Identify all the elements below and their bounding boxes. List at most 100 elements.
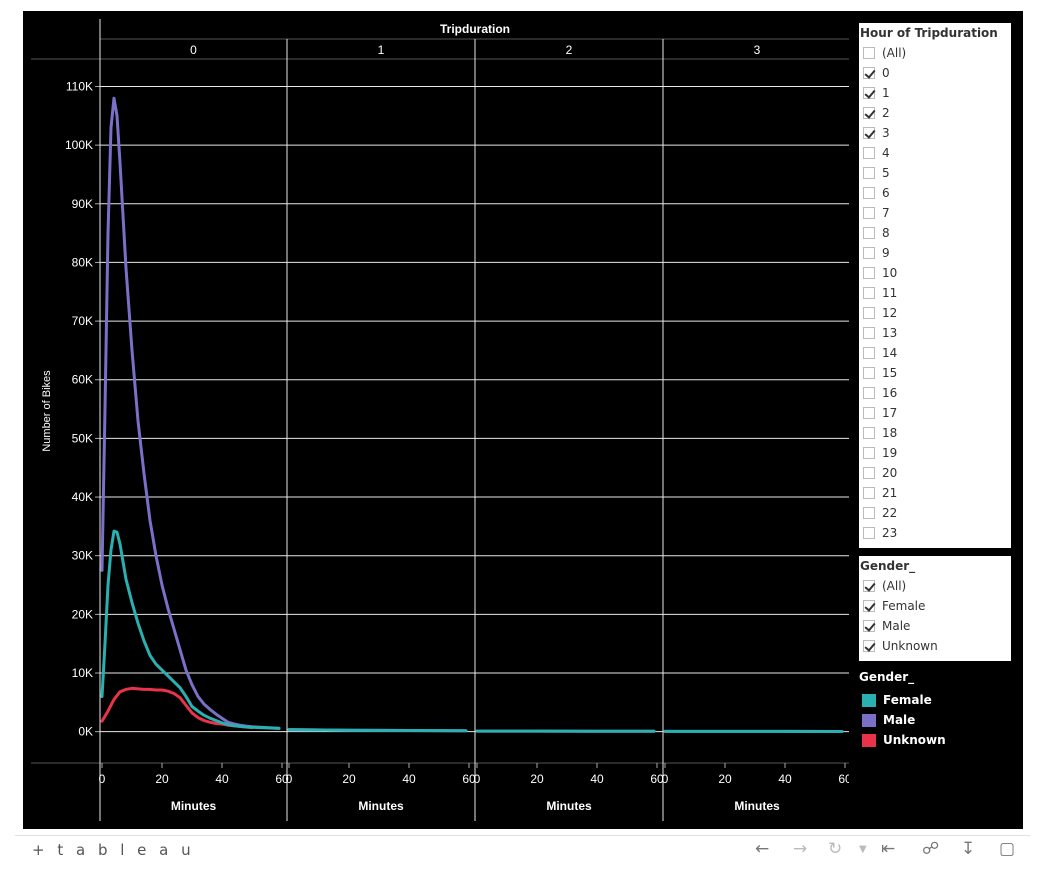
hour-filter-label: 21 bbox=[882, 486, 898, 500]
checkbox[interactable] bbox=[863, 447, 875, 459]
hour-filter-label: 0 bbox=[882, 66, 890, 80]
hour-filter-item[interactable]: 13 bbox=[859, 323, 1011, 343]
checkbox[interactable] bbox=[863, 427, 875, 439]
legend-list: Female Male Unknown bbox=[859, 690, 1011, 750]
fullscreen-icon[interactable]: ▢ bbox=[999, 839, 1016, 859]
gender-filter-label: (All) bbox=[882, 579, 907, 593]
panel-header-label: 2 bbox=[566, 43, 573, 57]
checkbox[interactable] bbox=[863, 107, 875, 119]
hour-filter-item[interactable]: 4 bbox=[859, 143, 1011, 163]
hour-filter-item[interactable]: 20 bbox=[859, 463, 1011, 483]
gender-filter-panel: Gender_ (All) Female Male Unknown bbox=[859, 556, 1011, 661]
x-tick-label: 0 bbox=[662, 772, 669, 786]
checkbox[interactable] bbox=[863, 640, 875, 652]
hour-filter-item[interactable]: 3 bbox=[859, 123, 1011, 143]
checkbox[interactable] bbox=[863, 347, 875, 359]
hour-filter-item[interactable]: 0 bbox=[859, 63, 1011, 83]
y-tick-label: 40K bbox=[72, 490, 93, 504]
gender-filter-list: (All) Female Male Unknown bbox=[859, 576, 1011, 656]
checkbox[interactable] bbox=[863, 47, 875, 59]
hour-filter-item[interactable]: 18 bbox=[859, 423, 1011, 443]
hour-filter-item[interactable]: 9 bbox=[859, 243, 1011, 263]
hour-filter-item[interactable]: 16 bbox=[859, 383, 1011, 403]
hour-filter-item[interactable]: 2 bbox=[859, 103, 1011, 123]
checkbox[interactable] bbox=[863, 367, 875, 379]
legend-item[interactable]: Female bbox=[859, 690, 1011, 710]
undo-icon[interactable]: ← bbox=[755, 839, 770, 859]
checkbox[interactable] bbox=[863, 467, 875, 479]
hour-filter-label: 13 bbox=[882, 326, 898, 340]
hour-filter-item[interactable]: 6 bbox=[859, 183, 1011, 203]
tableau-logo-icon[interactable]: + t a b l e a u bbox=[32, 841, 195, 859]
checkbox[interactable] bbox=[863, 267, 875, 279]
hour-filter-item[interactable]: 1 bbox=[859, 83, 1011, 103]
hour-filter-item[interactable]: 14 bbox=[859, 343, 1011, 363]
hour-filter-item[interactable]: 19 bbox=[859, 443, 1011, 463]
checkbox[interactable] bbox=[863, 167, 875, 179]
hour-filter-label: 10 bbox=[882, 266, 898, 280]
x-axis-label: Minutes bbox=[171, 799, 217, 813]
checkbox[interactable] bbox=[863, 507, 875, 519]
x-tick-label: 60 bbox=[650, 772, 664, 786]
hour-filter-item[interactable]: 23 bbox=[859, 523, 1011, 543]
checkbox[interactable] bbox=[863, 207, 875, 219]
gender-filter-item[interactable]: Female bbox=[859, 596, 1011, 616]
redo-icon[interactable]: → bbox=[793, 839, 808, 859]
gender-filter-item[interactable]: Unknown bbox=[859, 636, 1011, 656]
checkbox[interactable] bbox=[863, 527, 875, 539]
revert-dropdown-icon[interactable]: ▼ bbox=[859, 844, 867, 855]
color-legend: Gender_ Female Male Unknown bbox=[859, 670, 1011, 750]
checkbox[interactable] bbox=[863, 67, 875, 79]
gender-filter-title: Gender_ bbox=[860, 559, 916, 573]
hour-filter-item[interactable]: 12 bbox=[859, 303, 1011, 323]
hour-filter-label: 18 bbox=[882, 426, 898, 440]
checkbox[interactable] bbox=[863, 387, 875, 399]
checkbox[interactable] bbox=[863, 187, 875, 199]
hour-filter-item[interactable]: 17 bbox=[859, 403, 1011, 423]
checkbox[interactable] bbox=[863, 620, 875, 632]
hour-filter-item[interactable]: 8 bbox=[859, 223, 1011, 243]
checkbox[interactable] bbox=[863, 287, 875, 299]
checkbox[interactable] bbox=[863, 127, 875, 139]
checkbox[interactable] bbox=[863, 247, 875, 259]
hour-filter-label: 15 bbox=[882, 366, 898, 380]
line-chart: 0K 10K 20K 30K 40K 50K 60K 70K 80K 90K 100K 110K Tri… bbox=[31, 19, 849, 821]
gender-filter-item[interactable]: (All) bbox=[859, 576, 1011, 596]
revert-icon[interactable]: ↻ bbox=[828, 839, 843, 859]
checkbox[interactable] bbox=[863, 87, 875, 99]
x-tick-label: 20 bbox=[342, 772, 356, 786]
checkbox[interactable] bbox=[863, 307, 875, 319]
checkbox[interactable] bbox=[863, 147, 875, 159]
gender-filter-item[interactable]: Male bbox=[859, 616, 1011, 636]
y-tick-label: 110K bbox=[66, 79, 93, 93]
hour-filter-label: 23 bbox=[882, 526, 898, 540]
x-tick-label: 40 bbox=[215, 772, 229, 786]
legend-label: Unknown bbox=[883, 733, 946, 747]
legend-item[interactable]: Unknown bbox=[859, 730, 1011, 750]
gender-filter-label: Male bbox=[882, 619, 911, 633]
checkbox[interactable] bbox=[863, 227, 875, 239]
checkbox[interactable] bbox=[863, 327, 875, 339]
hour-filter-item[interactable]: 22 bbox=[859, 503, 1011, 523]
checkbox[interactable] bbox=[863, 487, 875, 499]
share-icon[interactable]: ☍ bbox=[922, 839, 940, 859]
hour-filter-item[interactable]: (All) bbox=[859, 43, 1011, 63]
checkbox[interactable] bbox=[863, 407, 875, 419]
hour-filter-item[interactable]: 7 bbox=[859, 203, 1011, 223]
x-axis-label: Minutes bbox=[734, 799, 780, 813]
hour-filter-item[interactable]: 15 bbox=[859, 363, 1011, 383]
hour-filter-item[interactable]: 5 bbox=[859, 163, 1011, 183]
checkbox[interactable] bbox=[863, 580, 875, 592]
y-axis-label: Number of Bikes bbox=[41, 370, 53, 452]
download-icon[interactable]: ↧ bbox=[961, 839, 976, 859]
checkbox[interactable] bbox=[863, 600, 875, 612]
reset-icon[interactable]: ⇤ bbox=[881, 839, 896, 859]
panel-header-label: 3 bbox=[754, 43, 761, 57]
hour-filter-item[interactable]: 10 bbox=[859, 263, 1011, 283]
hour-filter-item[interactable]: 11 bbox=[859, 283, 1011, 303]
hour-filter-label: 1 bbox=[882, 86, 890, 100]
hour-filter-item[interactable]: 21 bbox=[859, 483, 1011, 503]
hour-filter-label: 4 bbox=[882, 146, 890, 160]
hour-filter-label: (All) bbox=[882, 46, 907, 60]
legend-item[interactable]: Male bbox=[859, 710, 1011, 730]
